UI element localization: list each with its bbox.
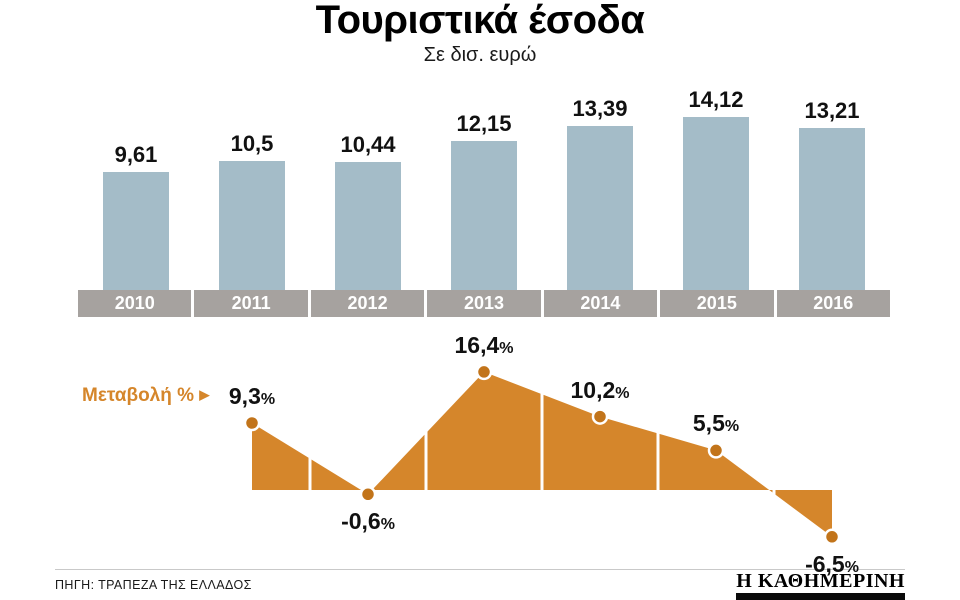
newspaper-logo-text: Η ΚΑΘΗΜΕΡΙΝΗ [736,570,905,592]
bar-2012 [335,162,401,290]
change-value: 10,2 [570,376,616,403]
percent-sign: % [380,516,395,534]
triangle-right-icon: ▶ [199,387,210,402]
change-label-2013: 16,4% [419,332,549,359]
bar-value-2015: 14,12 [688,87,744,112]
change-value: -6,5 [805,550,845,577]
percent-sign: % [499,339,514,357]
bar-value-2010: 9,61 [114,142,158,167]
bar-value-2016: 13,21 [804,98,860,123]
logo-underline-bar [736,593,905,600]
footer-divider [55,569,905,570]
newspaper-logo: Η ΚΑΘΗΜΕΡΙΝΗ [736,571,905,600]
percent-sign: % [844,558,859,576]
percent-sign: % [724,418,740,436]
bar-value-2011: 10,5 [230,131,274,156]
change-value: 16,4 [454,331,500,358]
bar-2013 [451,141,517,290]
bar-value-2012: 10,44 [340,132,396,157]
data-point-2014 [591,408,609,425]
change-label-2011: 9,3% [187,383,317,410]
change-label-2015: 5,5% [651,410,781,437]
x-axis-year-2015: 2015 [660,290,777,317]
chart-title: Τουριστικά έσοδα [315,0,645,42]
bar-2014 [567,126,633,290]
change-series-label-text: Μεταβολή % [82,385,195,406]
x-axis-year-2012: 2012 [311,290,428,317]
change-value: 5,5 [692,410,725,437]
percent-sign: % [615,384,630,402]
x-axis-year-2013: 2013 [427,290,544,317]
change-series-label: Μεταβολή % ▶ [82,385,209,407]
bar-value-2013: 12,15 [456,111,512,136]
data-point-2015 [707,442,725,459]
change-area-chart [243,330,841,580]
percent-sign: % [260,391,276,409]
change-label-2012: -0,6% [303,508,433,535]
bar-2011 [219,161,285,290]
change-label-2016: -6,5% [767,551,897,578]
x-axis-band: 2010 2011 2012 2013 2014 2015 2016 [78,290,890,317]
data-point-2016 [823,528,841,546]
data-point-2012 [359,486,377,503]
bar-2015 [683,117,749,290]
chart-subtitle: Σε δισ. ευρώ [423,44,537,66]
data-point-2013 [475,363,493,381]
bar-2010 [103,172,169,290]
change-value: -0,6 [341,508,381,535]
x-axis-year-2011: 2011 [194,290,311,317]
change-value: 9,3 [228,383,261,410]
x-axis-year-2016: 2016 [813,293,854,313]
change-label-2014: 10,2% [535,377,665,404]
bar-2016 [799,128,865,290]
bar-value-2014: 13,39 [572,96,628,121]
x-axis-year-2010: 2010 [78,290,195,317]
data-point-2011 [243,414,261,432]
source-text: ΠΗΓΗ: ΤΡΑΠΕΖΑ ΤΗΣ ΕΛΛΑΔΟΣ [55,578,252,592]
x-axis-year-2014: 2014 [544,290,661,317]
